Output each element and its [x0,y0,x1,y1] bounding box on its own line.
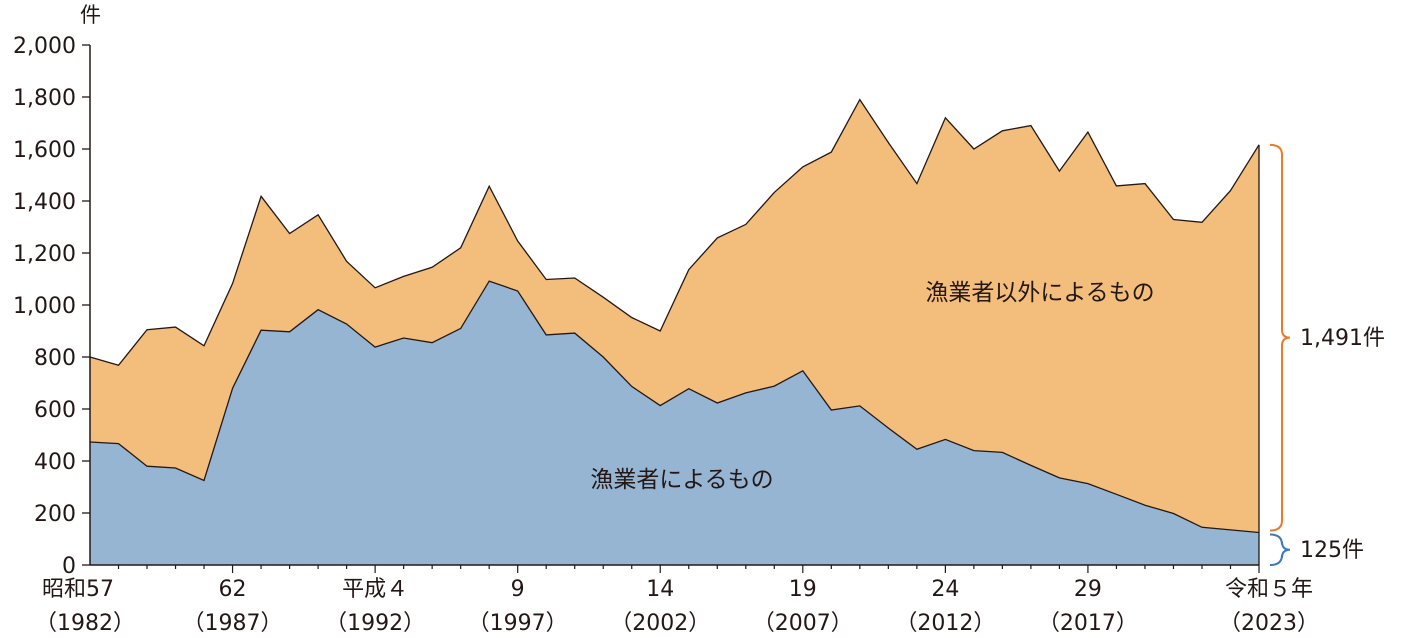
bracket-group [1269,143,1291,566]
x-tick-sublabel: （1997） [468,611,568,636]
x-tick-sublabel: （2017） [1038,611,1138,636]
x-tick-label: 14 [646,577,674,602]
bracket-label-fishers: 125件 [1300,538,1364,563]
x-tick-label: 29 [1074,577,1102,602]
line-fishers-top [89,280,1260,534]
y-tick-label: 800 [34,346,76,371]
area-fishers [90,281,1259,565]
y-tick-label: 1,600 [13,138,76,163]
y-tick-label: 1,800 [13,86,76,111]
y-tick-label: 1,400 [13,190,76,215]
area-label-fishers: 漁業者によるもの [590,467,773,493]
y-unit-label: 件 [80,3,101,27]
x-tick-label: 62 [219,577,247,602]
y-tick-label: 1,000 [13,294,76,319]
y-tick-label: 2,000 [13,34,76,59]
x-tick-label: 19 [789,577,817,602]
x-tick-sublabel: （2012） [895,611,995,636]
x-tick-sublabel: （2007） [753,611,853,636]
y-tick-label: 0 [62,554,76,579]
x-tick-sublabel: （1992） [325,611,425,636]
x-tick-label: 9 [511,577,525,602]
line-total-top [89,98,1260,367]
x-tick-label: 平成４ [342,577,408,602]
y-tick-label: 600 [34,398,76,423]
x-tick-sublabel: （2002） [610,611,710,636]
x-tick-label: 24 [931,577,959,602]
area-label-other: 漁業者以外によるもの [925,280,1154,306]
axes: 0 200 400 600 800 1,000 1,200 1,400 1,600 1,800 2,… [13,34,1319,636]
bracket-label-other: 1,491件 [1300,326,1385,351]
bracket-fishers [1269,533,1291,566]
bracket-other [1269,143,1291,532]
y-tick-label: 200 [34,502,76,527]
x-tick-label: 令和５年 [1225,577,1313,602]
x-tick-sublabel: （2023） [1219,611,1319,636]
area-other [90,99,1259,533]
x-tick-label: 昭和57 [42,577,114,602]
y-tick-label: 1,200 [13,242,76,267]
x-tick-sublabel: （1982） [35,611,135,636]
x-tick-sublabel: （1987） [183,611,283,636]
area-layer [89,98,1260,565]
y-tick-label: 400 [34,450,76,475]
